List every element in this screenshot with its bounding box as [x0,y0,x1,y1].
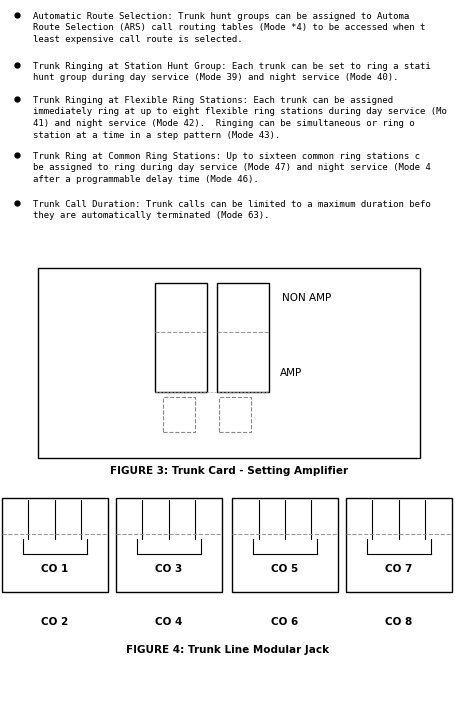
Text: immediately ring at up to eight flexible ring stations during day service (Mo: immediately ring at up to eight flexible… [33,108,446,117]
Text: be assigned to ring during day service (Mode 47) and night service (Mode 4: be assigned to ring during day service (… [33,164,430,172]
Bar [155,283,207,392]
Text: NON AMP: NON AMP [281,293,330,303]
Text: hunt group during day service (Mode 39) and night service (Mode 40).: hunt group during day service (Mode 39) … [33,73,398,83]
Text: they are automatically terminated (Mode 63).: they are automatically terminated (Mode … [33,211,269,221]
Text: CO 6: CO 6 [271,617,298,627]
Text: Route Selection (ARS) call routing tables (Mode *4) to be accessed when t: Route Selection (ARS) call routing table… [33,23,425,33]
Bar [2,498,108,592]
Text: CO 2: CO 2 [41,617,68,627]
Text: station at a time in a step pattern (Mode 43).: station at a time in a step pattern (Mod… [33,130,280,140]
Bar [232,498,337,592]
Text: CO 1: CO 1 [41,565,68,575]
Bar [116,498,222,592]
Text: CO 5: CO 5 [271,565,298,575]
Text: Trunk Ringing at Flexible Ring Stations: Each trunk can be assigned: Trunk Ringing at Flexible Ring Stations:… [33,96,392,105]
Text: 41) and night service (Mode 42).  Ringing can be simultaneous or ring o: 41) and night service (Mode 42). Ringing… [33,119,414,128]
Bar [162,397,195,432]
Bar [38,268,419,458]
Text: FIGURE 4: Trunk Line Modular Jack: FIGURE 4: Trunk Line Modular Jack [126,645,329,655]
Text: Trunk Ring at Common Ring Stations: Up to sixteen common ring stations c: Trunk Ring at Common Ring Stations: Up t… [33,152,419,161]
Text: AMP: AMP [279,368,302,378]
Text: Trunk Call Duration: Trunk calls can be limited to a maximum duration befo: Trunk Call Duration: Trunk calls can be … [33,200,430,209]
Text: CO 8: CO 8 [384,617,412,627]
Bar [217,283,268,392]
Text: after a programmable delay time (Mode 46).: after a programmable delay time (Mode 46… [33,175,258,184]
Text: CO 3: CO 3 [155,565,182,575]
Text: least expensive call route is selected.: least expensive call route is selected. [33,35,242,44]
Text: Automatic Route Selection: Trunk hunt groups can be assigned to Automa: Automatic Route Selection: Trunk hunt gr… [33,12,408,21]
Text: FIGURE 3: Trunk Card - Setting Amplifier: FIGURE 3: Trunk Card - Setting Amplifier [110,466,347,476]
Bar [345,498,451,592]
Text: CO 7: CO 7 [384,565,412,575]
Text: CO 4: CO 4 [155,617,182,627]
Text: Trunk Ringing at Station Hunt Group: Each trunk can be set to ring a stati: Trunk Ringing at Station Hunt Group: Eac… [33,62,430,71]
Bar [218,397,250,432]
